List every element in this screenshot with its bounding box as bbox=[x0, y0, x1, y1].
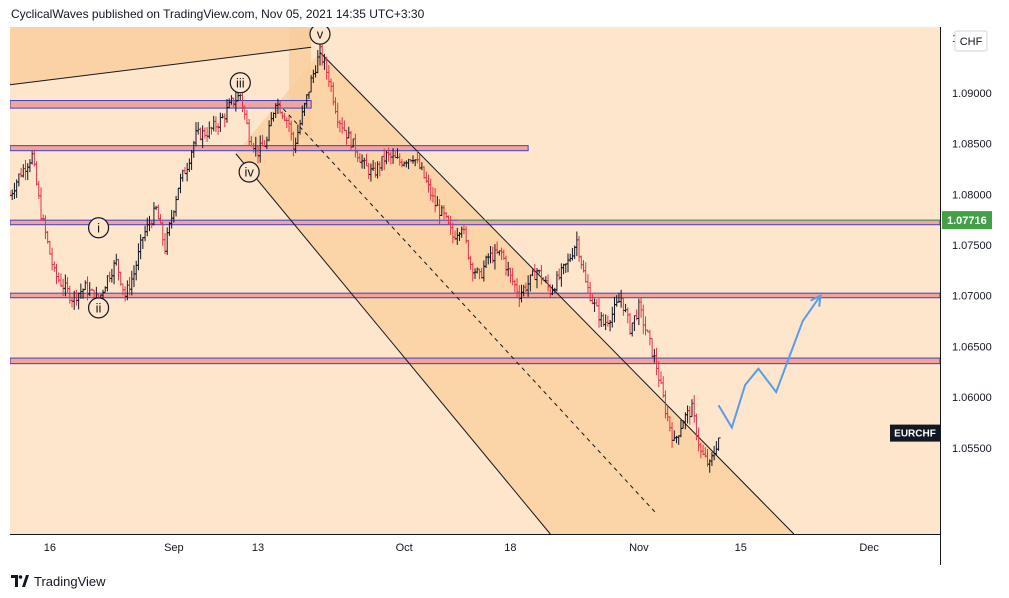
wave-label-i[interactable]: i bbox=[87, 217, 110, 239]
projection-layer bbox=[717, 294, 822, 430]
tradingview-logo-icon bbox=[11, 575, 29, 587]
time-tick-label: Sep bbox=[164, 542, 184, 554]
wave-label-text: iii bbox=[236, 75, 245, 90]
prior-trend-fill bbox=[10, 27, 312, 85]
tradingview-footer[interactable]: TradingView bbox=[11, 573, 106, 589]
wave-label-text: i bbox=[97, 220, 100, 235]
price-tick-label: 1.08000 bbox=[952, 189, 992, 201]
wave-label-iv[interactable]: iv bbox=[238, 161, 260, 183]
tradingview-brand: TradingView bbox=[34, 573, 106, 589]
price-tick-label: 1.05500 bbox=[952, 443, 992, 455]
time-tick-label: 15 bbox=[735, 542, 747, 554]
price-axis-background[interactable] bbox=[940, 27, 1000, 565]
ohlc-bar bbox=[716, 437, 721, 451]
time-axis-background[interactable] bbox=[10, 534, 940, 565]
axes-layer: 1.09000 1.08500 1.08000 1.07500 1.07000 1.065… bbox=[44, 30, 992, 554]
price-tick-label: 1.06000 bbox=[952, 392, 992, 404]
chart-frame[interactable]: i ii iii iv v 1.09000 1.08500 1.08000 1.07500 1.… bbox=[8, 23, 1000, 565]
wave-label-iii[interactable]: iii bbox=[229, 72, 251, 94]
publisher-name[interactable]: CyclicalWaves bbox=[11, 7, 89, 21]
projection-path[interactable] bbox=[717, 295, 822, 430]
channel-midline[interactable] bbox=[277, 102, 657, 515]
time-tick-label: 13 bbox=[252, 542, 264, 554]
time-tick-label: Dec bbox=[859, 542, 879, 554]
price-tick-label: 1.06500 bbox=[952, 341, 992, 353]
prior-trend-line bbox=[9, 46, 312, 86]
support-resistance-zone[interactable] bbox=[9, 292, 941, 299]
wave-label-text: ii bbox=[96, 300, 102, 315]
symbol-tag: EURCHF bbox=[890, 424, 940, 442]
wave-label-text: iv bbox=[244, 165, 254, 180]
time-tick-label: Oct bbox=[396, 542, 413, 554]
projection-arrowhead-icon bbox=[810, 294, 822, 307]
support-resistance-zone[interactable] bbox=[9, 145, 529, 152]
price-tick-label: 1.07500 bbox=[952, 240, 992, 252]
support-resistance-zone[interactable] bbox=[9, 100, 312, 109]
price-tick-label: 1.07000 bbox=[952, 291, 992, 303]
currency-label: CHF bbox=[960, 36, 983, 48]
channel-lower-line[interactable] bbox=[235, 153, 551, 535]
wave-label-v[interactable]: v bbox=[309, 23, 331, 45]
support-resistance-zone[interactable] bbox=[9, 357, 941, 365]
time-tick-label: 16 bbox=[44, 542, 56, 554]
currency-badge[interactable]: CHF bbox=[954, 30, 988, 52]
time-tick-label: Nov bbox=[629, 542, 649, 554]
price-tick-label: 1.09000 bbox=[952, 88, 992, 100]
current-price-tag: 1.07716 bbox=[942, 211, 992, 230]
publish-header: CyclicalWaves published on TradingView.c… bbox=[11, 7, 424, 21]
wave-label-text: v bbox=[317, 27, 324, 42]
price-tick-label: 1.08500 bbox=[952, 139, 992, 151]
wave-label-ii[interactable]: ii bbox=[87, 297, 110, 319]
current-price-value: 1.07716 bbox=[947, 215, 987, 227]
symbol-label: EURCHF bbox=[894, 429, 936, 440]
ohlc-bars bbox=[8, 39, 721, 473]
time-tick-label: 18 bbox=[504, 542, 516, 554]
publish-info: published on TradingView.com, Nov 05, 20… bbox=[91, 7, 425, 21]
